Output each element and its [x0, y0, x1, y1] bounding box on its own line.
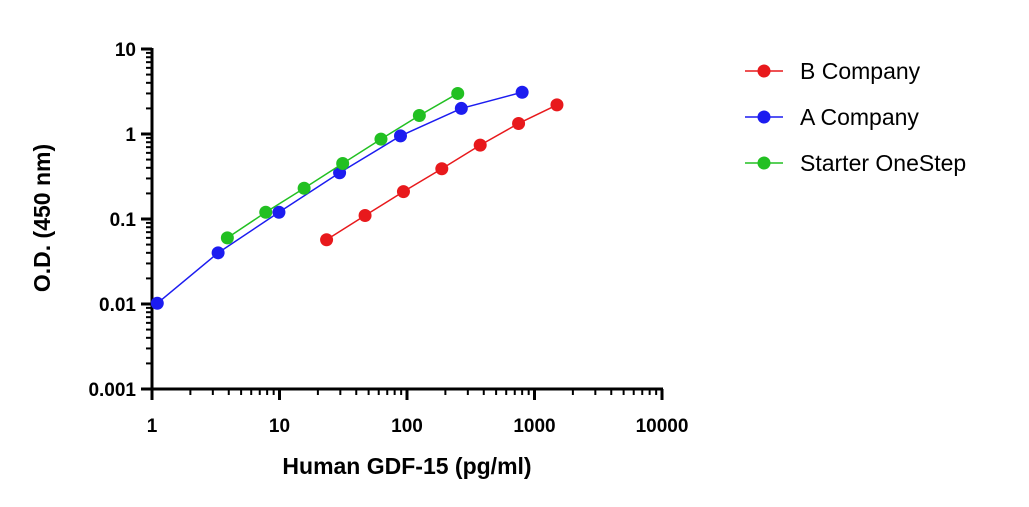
series-line: [156, 91, 523, 304]
y-tick-label: 0.1: [110, 210, 137, 231]
legend-swatch-marker: [757, 156, 771, 170]
data-point: [515, 85, 529, 99]
data-point: [396, 185, 410, 199]
legend-label: Starter OneStep: [800, 150, 966, 176]
legend-item: B Company: [745, 58, 921, 84]
y-tick-label: 1: [125, 125, 136, 146]
series-1: [320, 98, 564, 247]
data-point: [220, 231, 234, 245]
data-point: [272, 205, 286, 219]
data-point: [412, 109, 426, 123]
x-tick-label: 1: [147, 416, 158, 437]
data-point: [336, 156, 350, 170]
data-point: [473, 138, 487, 152]
series-layer: [150, 85, 564, 310]
y-axis-title: O.D. (450 nm): [29, 144, 55, 292]
legend: B Company A Company Starter OneStep: [745, 58, 966, 176]
series-2: [150, 85, 529, 310]
data-point: [374, 132, 388, 146]
legend-label: A Company: [800, 104, 919, 130]
data-point: [297, 181, 311, 195]
data-point: [550, 98, 564, 112]
legend-item: Starter OneStep: [745, 150, 966, 176]
axes: 1 10 100 1000 10000 0.001 0.01 0.1 1 10: [88, 40, 688, 437]
legend-swatch-marker: [757, 110, 771, 124]
data-point: [320, 233, 334, 247]
data-point: [512, 116, 526, 130]
data-point: [451, 86, 465, 100]
data-point: [211, 246, 225, 260]
x-tick-label: 10: [269, 416, 290, 437]
data-point: [259, 205, 273, 219]
series-3: [220, 86, 465, 245]
data-point: [393, 129, 407, 143]
y-tick-label: 0.001: [88, 380, 136, 401]
data-point: [150, 296, 164, 310]
data-point: [358, 208, 372, 222]
data-point: [454, 101, 468, 115]
legend-item: A Company: [745, 104, 919, 130]
legend-swatch-marker: [757, 64, 771, 78]
legend-label: B Company: [800, 58, 921, 84]
y-tick-label: 0.01: [99, 295, 136, 316]
x-tick-label: 1000: [513, 416, 555, 437]
data-point: [435, 162, 449, 176]
x-tick-label: 100: [391, 416, 423, 437]
x-tick-label: 10000: [636, 416, 689, 437]
x-axis-title: Human GDF-15 (pg/ml): [282, 453, 531, 479]
y-tick-label: 10: [115, 40, 136, 61]
